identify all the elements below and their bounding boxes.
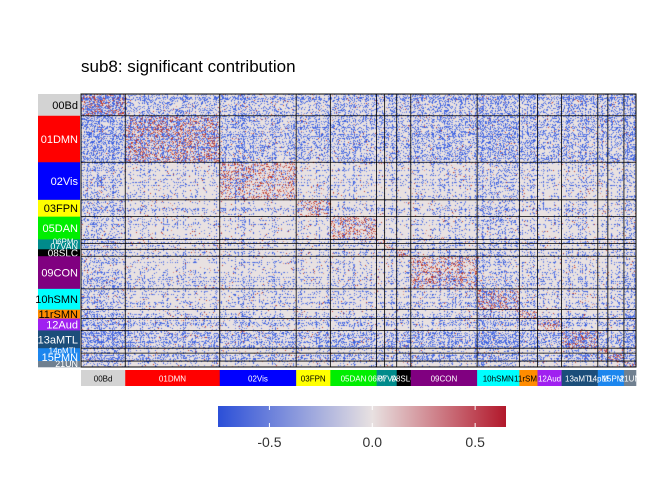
row-label-swatch [38, 361, 80, 368]
row-label-swatch [38, 239, 80, 244]
column-label-swatch [607, 370, 625, 386]
row-label-swatch [38, 243, 80, 250]
row-label-swatch [38, 216, 80, 240]
row-label-swatch [38, 348, 80, 354]
column-label: 10hSMN [483, 375, 514, 384]
row-label: 08SLC [48, 248, 78, 259]
column-label-swatch [396, 370, 412, 386]
row-label: 21UN [55, 359, 78, 369]
row-label: 10hSMN [35, 294, 78, 306]
column-label-swatch [410, 370, 478, 386]
colorbar-gradient [218, 406, 506, 427]
column-label: 21UN [620, 375, 641, 384]
row-label-swatch [38, 94, 80, 117]
row-label-swatch [38, 162, 80, 201]
column-label: 00Bd [94, 375, 113, 384]
connectivity-matrix [81, 94, 636, 367]
column-label-swatch [376, 370, 385, 386]
column-label-swatch [597, 370, 609, 386]
row-label: 14pMTL [49, 347, 79, 356]
row-label: 03FPN [44, 203, 78, 215]
column-label: 06PMo [368, 375, 394, 384]
row-label-swatch [38, 115, 80, 163]
row-label-swatch [38, 249, 80, 257]
row-label: 11rSMN [38, 309, 78, 321]
row-label: 12Aud [46, 319, 78, 331]
column-label: 07VAN [378, 375, 403, 384]
row-label: 05DAN [43, 223, 79, 235]
column-label-swatch [296, 370, 331, 386]
column-label-swatch [384, 370, 398, 386]
colorbar-tick-label: 0.0 [363, 434, 383, 450]
row-label: 15PMN [42, 352, 78, 364]
row-label-swatch [38, 256, 80, 290]
row-label-swatch [38, 288, 80, 310]
colorbar-ticks: -0.5 0.0 0.5 [257, 406, 485, 450]
row-label: 00Bd [52, 100, 78, 112]
column-label-swatch [81, 370, 126, 386]
column-label: 03FPN [301, 375, 326, 384]
column-label-swatch [125, 370, 221, 386]
column-label: 09CON [431, 375, 458, 384]
colorbar-tick-label: -0.5 [257, 434, 281, 450]
row-label: 07VAN [50, 242, 78, 252]
row-label-swatch [38, 309, 80, 319]
column-label-swatch [330, 370, 377, 386]
row-label: 02Vis [51, 176, 79, 188]
column-label-swatch [561, 370, 599, 386]
column-label: 12Aud [538, 375, 561, 384]
row-label-swatch [38, 318, 80, 331]
row-label: 09CON [41, 267, 78, 279]
row-label: 01DMN [41, 134, 78, 146]
column-label: 02Vis [248, 375, 268, 384]
matrix-border [80, 93, 637, 368]
network-boundaries [81, 94, 636, 367]
column-label: 05DAN [341, 375, 367, 384]
chart-title: sub8: significant contribution [81, 57, 296, 76]
column-label-swatch [537, 370, 562, 386]
row-label-swatch [38, 353, 80, 362]
column-label: 11rSMN [514, 375, 543, 384]
row-label-swatch [38, 330, 80, 349]
column-label-swatch [623, 370, 637, 386]
column-label: 15PMN [603, 375, 630, 384]
column-label-swatch [219, 370, 297, 386]
column-label: 14pMTL [588, 375, 618, 384]
column-label: 13aMTL [565, 375, 595, 384]
colorbar-tick-label: 0.5 [465, 434, 485, 450]
column-label: 08SLC [392, 375, 417, 384]
row-label: 13aMTL [38, 334, 78, 346]
row-label: 06PMo [53, 237, 79, 246]
column-label-swatch [519, 370, 538, 386]
row-label-swatch [38, 199, 80, 217]
column-label-swatch [477, 370, 520, 386]
column-label: 01DMN [159, 375, 186, 384]
